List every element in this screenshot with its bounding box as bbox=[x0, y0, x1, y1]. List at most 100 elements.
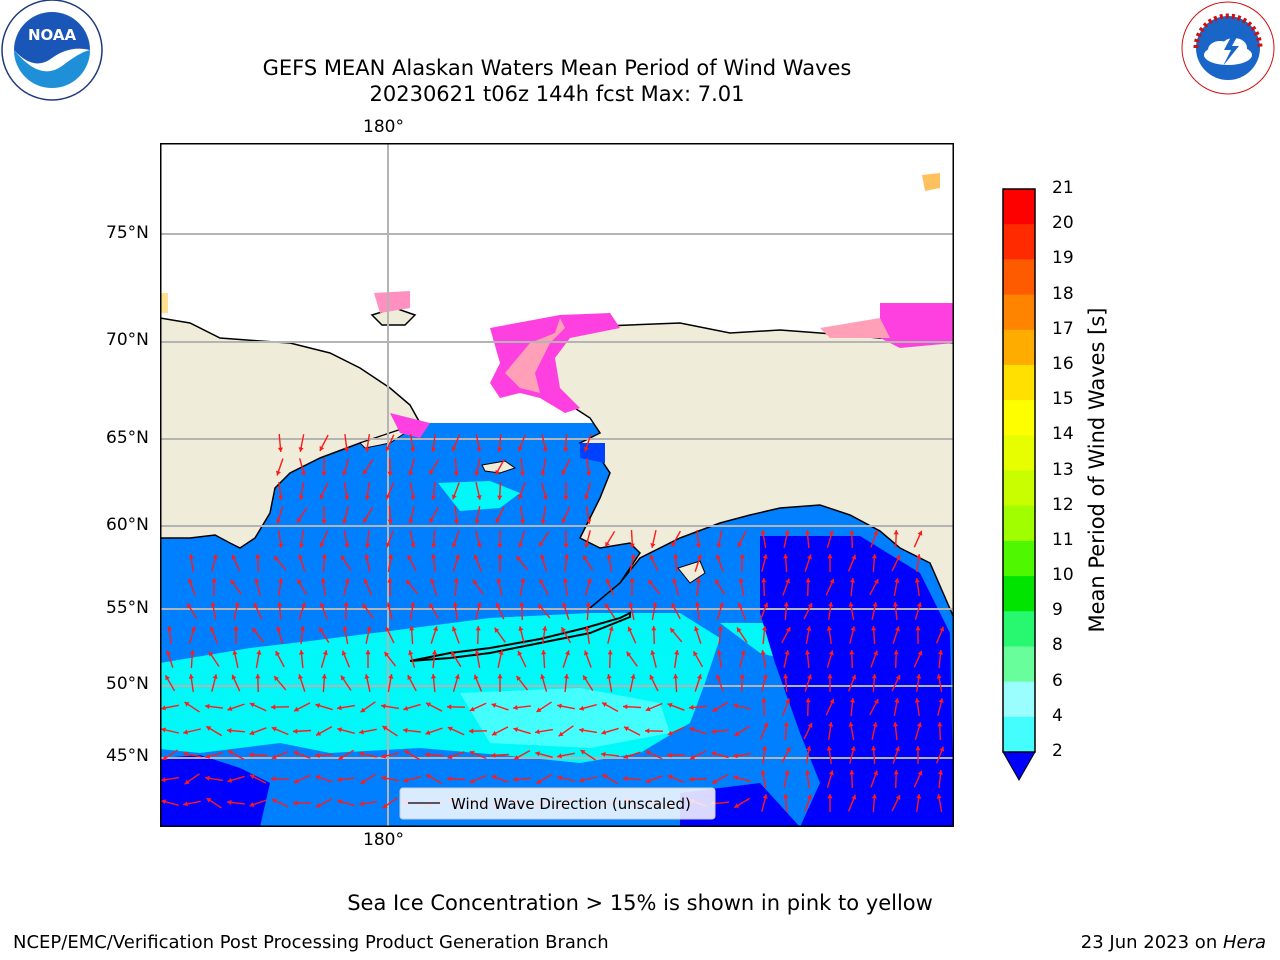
wave-direction-arrowhead bbox=[227, 799, 232, 805]
wave-direction-arrowhead bbox=[937, 650, 944, 655]
wave-direction-arrowhead bbox=[623, 776, 628, 782]
wave-direction-arrowhead bbox=[385, 542, 391, 548]
colorbar-band bbox=[1003, 364, 1035, 401]
wave-direction-arrowhead bbox=[645, 706, 651, 712]
wave-direction-arrowhead bbox=[344, 447, 350, 452]
wave-direction-arrowhead bbox=[871, 554, 877, 559]
bering-sea-field bbox=[360, 433, 640, 623]
wave-direction-arrowhead bbox=[563, 447, 569, 452]
wave-direction-arrowhead bbox=[807, 674, 812, 680]
wave-direction-arrowhead bbox=[760, 530, 766, 535]
colorbar bbox=[1002, 188, 1036, 782]
wave-direction-arrowhead bbox=[451, 651, 456, 657]
wave-direction-arrowhead bbox=[301, 602, 306, 608]
wave-direction-arrowhead bbox=[873, 650, 878, 656]
wave-direction-arrowhead bbox=[915, 626, 921, 631]
wave-direction-arrowhead bbox=[338, 755, 344, 760]
wave-direction-arrowhead bbox=[469, 750, 475, 756]
wave-direction-arrowhead bbox=[252, 627, 258, 633]
wave-direction-arrowhead bbox=[894, 578, 900, 583]
wave-direction-arrowhead bbox=[873, 579, 879, 584]
wave-direction-arrowhead bbox=[341, 555, 346, 561]
wave-direction-arrowhead bbox=[387, 578, 393, 583]
sea-ice-wrangel bbox=[374, 291, 410, 313]
wave-direction-arrowhead bbox=[762, 674, 768, 679]
wave-direction-arrowhead bbox=[917, 650, 923, 656]
wave-direction-arrowhead bbox=[914, 578, 920, 583]
wave-direction-arrowhead bbox=[206, 798, 212, 803]
colorbar-label: Mean Period of Wind Waves [s] bbox=[1085, 307, 1109, 633]
wave-direction-arrowhead bbox=[584, 626, 590, 631]
wave-direction-arrowhead bbox=[826, 626, 832, 631]
wave-direction-arrowhead bbox=[516, 555, 522, 561]
wave-direction-arrowhead bbox=[514, 755, 520, 760]
wave-direction-arrowhead bbox=[344, 578, 350, 583]
wave-direction-arrowhead bbox=[849, 698, 856, 703]
wave-direction-arrowhead bbox=[916, 674, 922, 679]
arrow-legend-label: Wind Wave Direction (unscaled) bbox=[451, 795, 691, 813]
nws-logo bbox=[1176, 0, 1280, 100]
colorbar-tick-8: 8 bbox=[1052, 635, 1063, 656]
wave-direction-arrowhead bbox=[341, 650, 347, 656]
wave-direction-arrowhead bbox=[520, 519, 526, 524]
wave-direction-arrowhead bbox=[630, 554, 636, 559]
wave-direction-arrowhead bbox=[916, 602, 922, 608]
wave-direction-arrowhead bbox=[497, 554, 503, 559]
wave-direction-arrowhead bbox=[892, 602, 899, 607]
lat-label-55: 55°N bbox=[106, 598, 149, 618]
wave-direction-arrowhead bbox=[892, 722, 899, 727]
wave-direction-arrowhead bbox=[895, 674, 901, 680]
wave-direction-arrowhead bbox=[580, 750, 586, 755]
colorbar-band bbox=[1003, 716, 1035, 753]
wave-direction-arrowhead bbox=[250, 774, 255, 780]
colorbar-band bbox=[1003, 470, 1035, 507]
wave-direction-arrowhead bbox=[667, 774, 673, 780]
wave-direction-arrowhead bbox=[737, 627, 742, 633]
wave-direction-arrowhead bbox=[649, 674, 655, 680]
wave-direction-arrowhead bbox=[453, 578, 459, 583]
wave-direction-arrowhead bbox=[342, 626, 348, 631]
wave-direction-arrowhead bbox=[584, 446, 589, 452]
wave-direction-arrowhead bbox=[763, 722, 769, 728]
wave-direction-arrowhead bbox=[447, 726, 453, 732]
cyan-field-mid bbox=[460, 688, 670, 748]
wave-direction-arrowhead bbox=[871, 626, 877, 631]
wave-direction-arrowhead bbox=[602, 774, 608, 779]
wave-direction-arrowhead bbox=[381, 703, 386, 709]
colorbar-band bbox=[1003, 435, 1035, 471]
wave-direction-arrowhead bbox=[410, 495, 416, 500]
wave-direction-arrowhead bbox=[783, 674, 789, 679]
wave-direction-arrowhead bbox=[297, 517, 302, 523]
colorbar-band bbox=[1003, 294, 1035, 331]
wave-direction-arrowhead bbox=[337, 727, 343, 733]
wave-direction-arrowhead bbox=[602, 702, 608, 707]
wave-direction-arrowhead bbox=[649, 554, 655, 560]
land-st-lawrence-island bbox=[481, 460, 517, 474]
wave-direction-arrowhead bbox=[849, 530, 855, 535]
wave-direction-arrowhead bbox=[850, 626, 856, 631]
colorbar-tick-16: 16 bbox=[1052, 353, 1074, 374]
wave-direction-arrowhead bbox=[231, 674, 237, 680]
colorbar-tick-11: 11 bbox=[1052, 529, 1074, 550]
wave-direction-arrowhead bbox=[542, 494, 548, 500]
wave-direction-arrowhead bbox=[760, 650, 766, 655]
wave-direction-arrowhead bbox=[249, 752, 254, 758]
wave-direction-arrowhead bbox=[893, 530, 899, 535]
wave-direction-arrowhead bbox=[451, 446, 457, 452]
colorbar-band bbox=[1003, 611, 1035, 647]
wave-direction-arrowhead bbox=[562, 578, 569, 583]
wave-direction-arrowhead bbox=[276, 626, 282, 632]
wave-direction-arrowhead bbox=[542, 447, 548, 452]
wave-direction-arrowhead bbox=[737, 542, 743, 547]
wave-direction-arrowhead bbox=[645, 728, 650, 734]
wave-direction-arrowhead bbox=[561, 470, 567, 475]
wave-direction-arrowhead bbox=[230, 579, 236, 585]
wave-direction-arrowhead bbox=[363, 469, 368, 475]
wave-direction-arrowhead bbox=[807, 602, 813, 608]
wave-direction-arrowhead bbox=[209, 651, 214, 657]
wave-direction-arrowhead bbox=[386, 602, 392, 607]
colorbar-band bbox=[1003, 224, 1035, 260]
wave-direction-arrowhead bbox=[606, 554, 612, 559]
wave-direction-arrowhead bbox=[293, 728, 298, 734]
wave-direction-arrowhead bbox=[491, 752, 496, 758]
